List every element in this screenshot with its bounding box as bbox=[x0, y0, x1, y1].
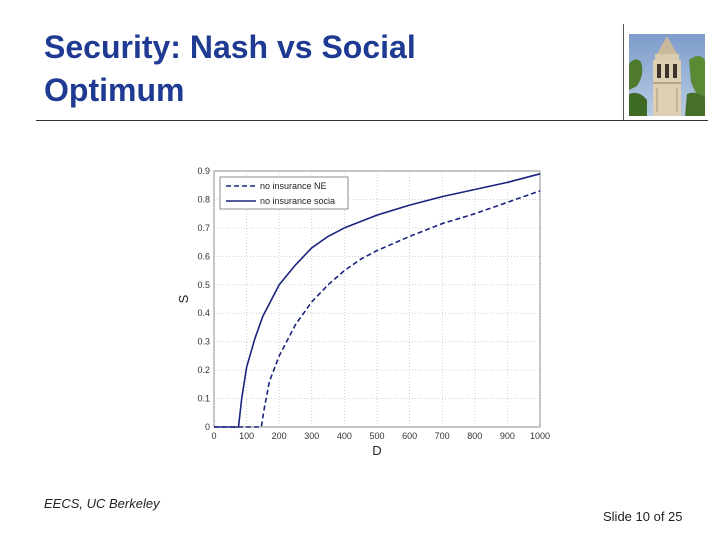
y-tick-label: 0 bbox=[205, 422, 210, 432]
title-rule bbox=[36, 120, 708, 121]
y-tick-label: 0.4 bbox=[197, 308, 210, 318]
y-axis-label: S bbox=[176, 294, 191, 303]
x-tick-label: 400 bbox=[337, 431, 352, 441]
legend-label-ne: no insurance NE bbox=[260, 181, 327, 191]
legend-box bbox=[219, 176, 349, 210]
slide-title: Security: Nash vs Social Optimum bbox=[44, 26, 584, 112]
axis-ticks: 0 100 200 300 400 500 600 700 800 900 1000 0 0.1 0.2 0… bbox=[197, 166, 550, 441]
x-tick-label: 800 bbox=[467, 431, 482, 441]
legend: no insurance NE no insurance socia bbox=[219, 176, 349, 210]
plot-area bbox=[213, 170, 541, 428]
x-tick-label: 600 bbox=[402, 431, 417, 441]
x-tick-label: 300 bbox=[304, 431, 319, 441]
legend-label-social: no insurance socia bbox=[260, 196, 335, 206]
chart: 0 100 200 300 400 500 600 700 800 900 1000 0 0.1 0.2 0… bbox=[176, 166, 550, 458]
y-tick-label: 0.5 bbox=[197, 280, 210, 290]
slide-title-line-2: Optimum bbox=[44, 72, 185, 108]
series-line-social bbox=[214, 173, 541, 428]
slide-title-line-1: Security: Nash vs Social bbox=[44, 29, 416, 65]
footer-slide-number: Slide 10 of 25 bbox=[603, 509, 683, 524]
grid bbox=[213, 170, 541, 428]
x-tick-label: 500 bbox=[369, 431, 384, 441]
x-tick-label: 1000 bbox=[530, 431, 550, 441]
x-tick-label: 900 bbox=[500, 431, 515, 441]
x-tick-label: 700 bbox=[435, 431, 450, 441]
x-axis-label: D bbox=[372, 443, 381, 458]
y-tick-label: 0.8 bbox=[197, 194, 210, 204]
y-tick-label: 0.3 bbox=[197, 337, 210, 347]
y-tick-label: 0.2 bbox=[197, 365, 210, 375]
x-tick-label: 0 bbox=[211, 431, 216, 441]
header-divider bbox=[623, 24, 624, 121]
campanile-photo-icon bbox=[629, 34, 705, 116]
series-line-ne bbox=[214, 190, 541, 428]
x-tick-label: 100 bbox=[239, 431, 254, 441]
x-tick-label: 200 bbox=[272, 431, 287, 441]
y-tick-label: 0.1 bbox=[197, 394, 210, 404]
y-tick-label: 0.6 bbox=[197, 251, 210, 261]
y-tick-label: 0.7 bbox=[197, 223, 210, 233]
series-lines bbox=[214, 173, 541, 428]
footer-organization: EECS, UC Berkeley bbox=[44, 496, 160, 511]
y-tick-label: 0.9 bbox=[197, 166, 210, 176]
